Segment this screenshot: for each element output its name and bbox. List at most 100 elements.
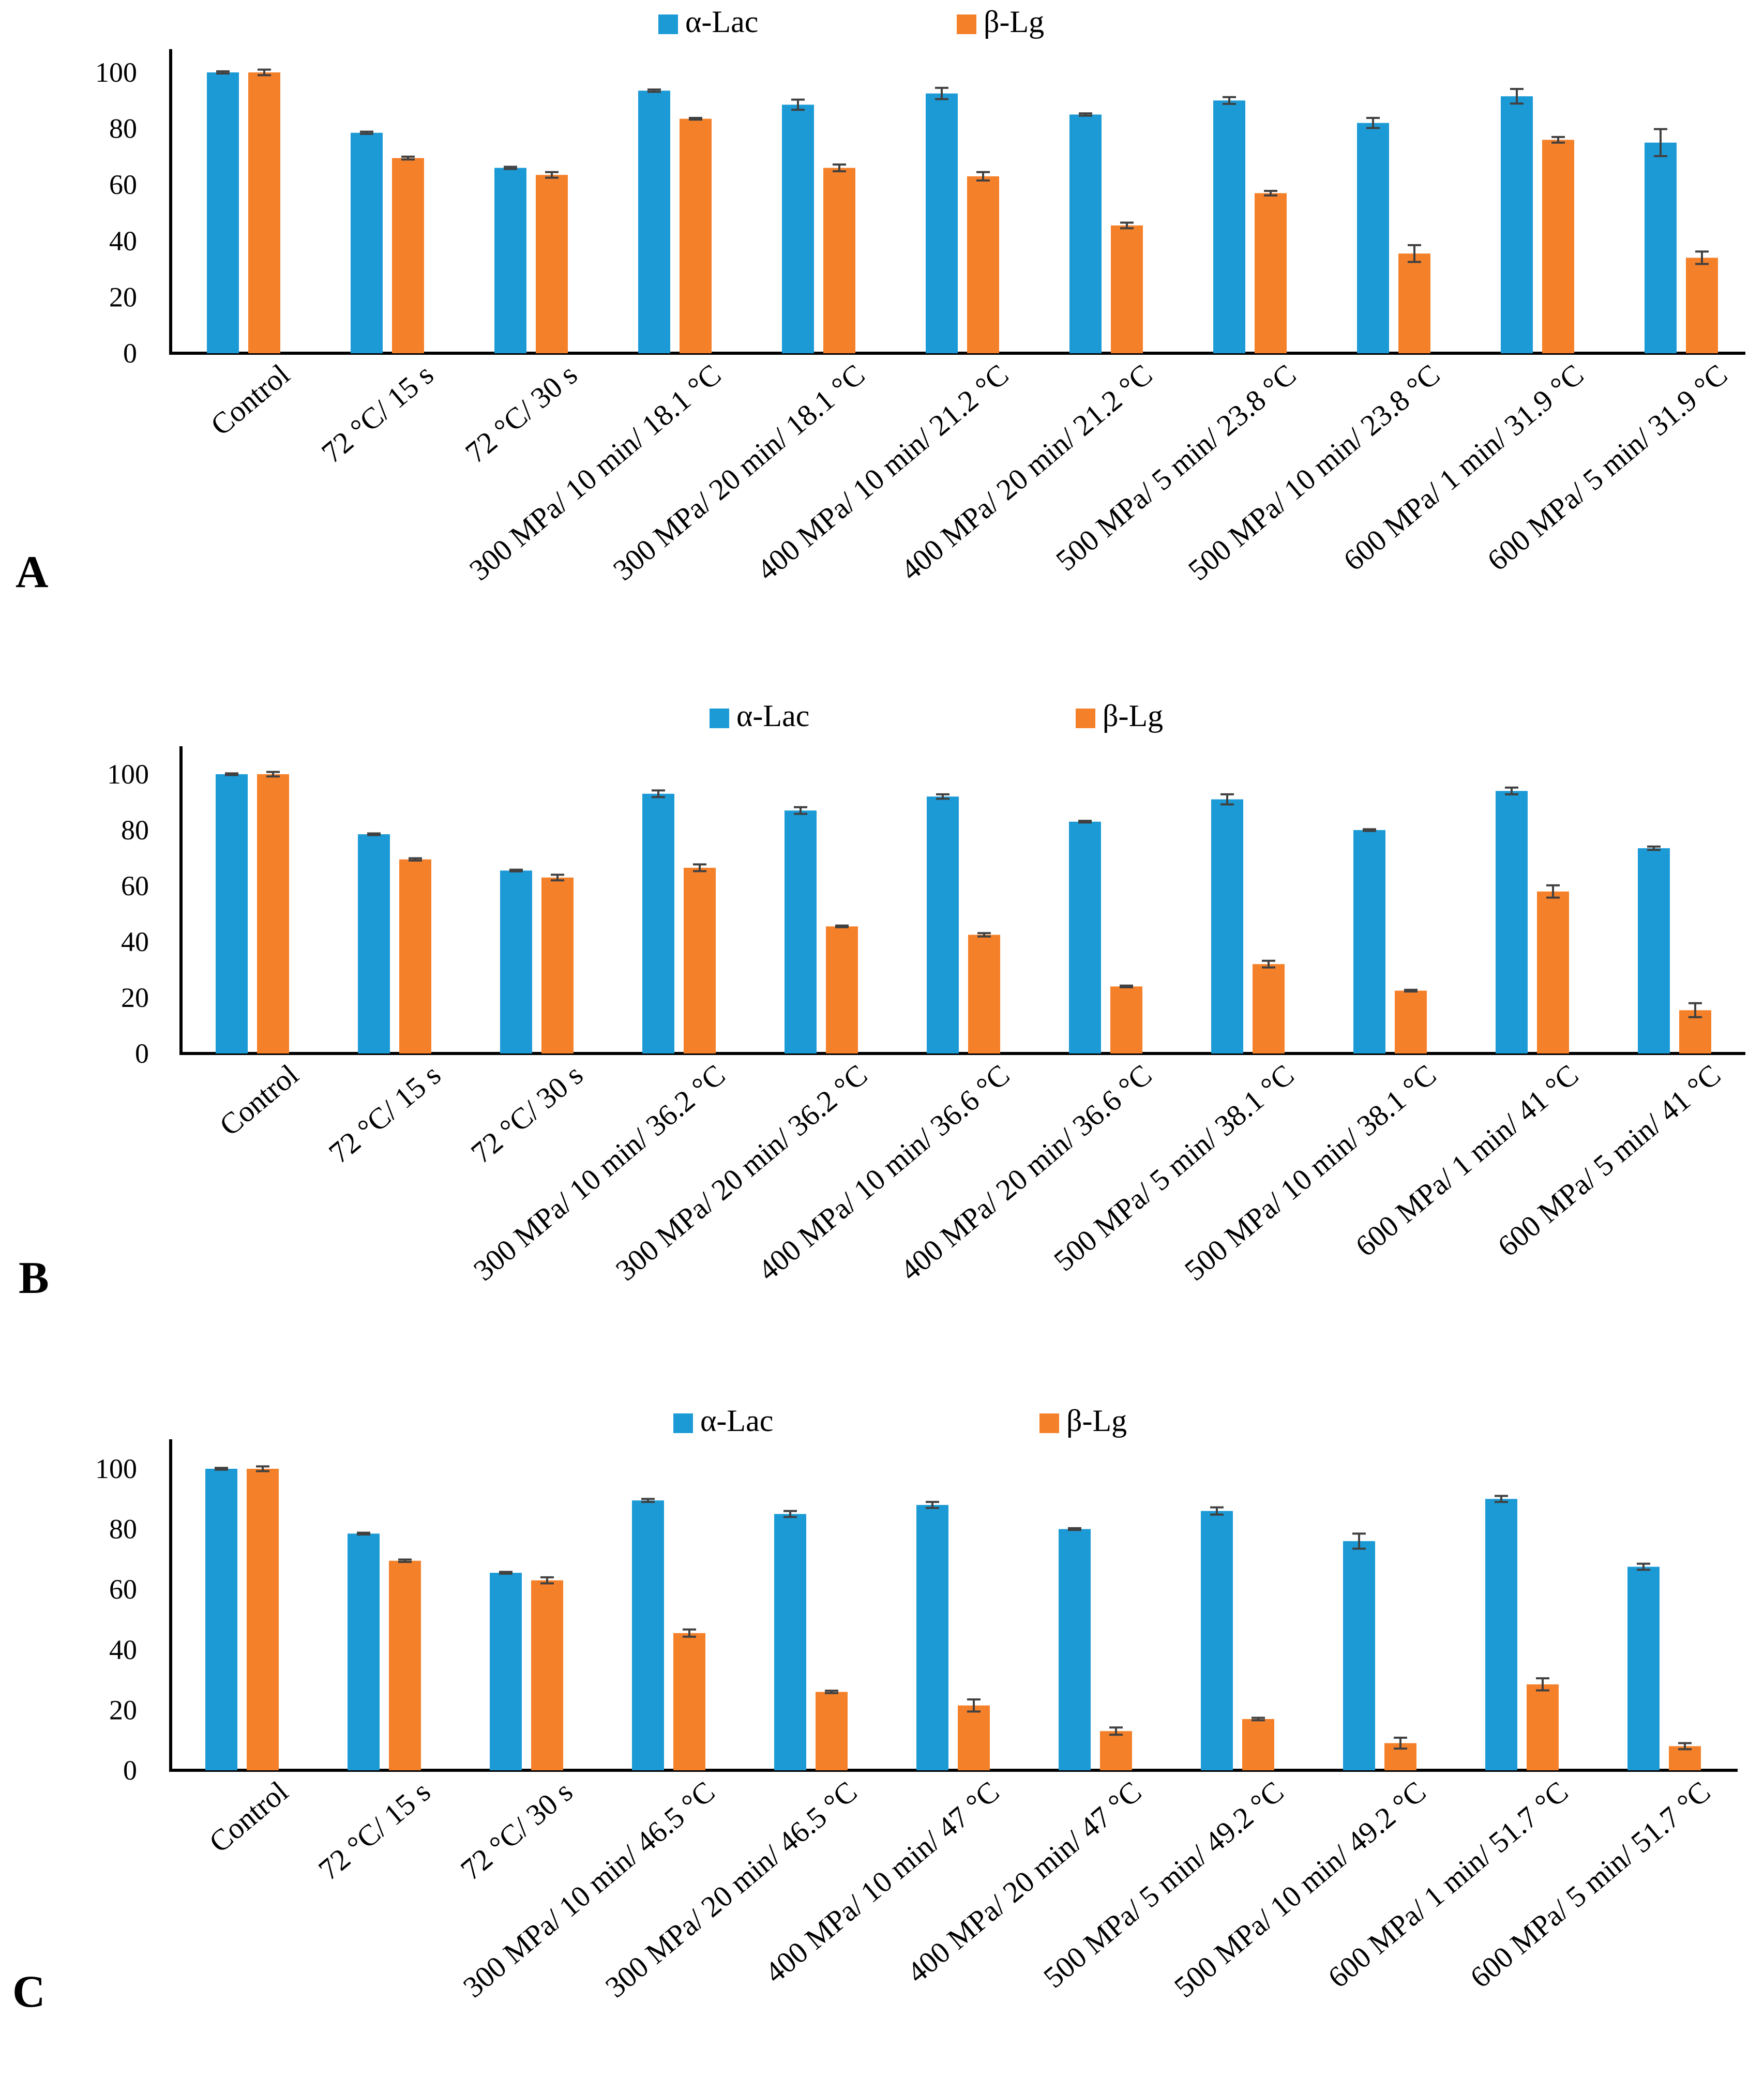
y-tick-label: 20 [121, 982, 149, 1013]
y-tick-label: 0 [123, 1755, 137, 1786]
beta-lg-bar [1111, 225, 1143, 353]
beta-lg-bar [1253, 964, 1285, 1053]
chart-panel-b: 0 20 40 60 80 100 Control 72 °C/ 15 s 72 °C/ 30 … [19, 699, 1745, 1303]
alpha-lac-bar [638, 91, 670, 354]
x-category-label: 600 MPa/ 1 min/ 51.7 °C [1321, 1774, 1574, 1994]
y-tick-label: 60 [109, 1574, 137, 1605]
alpha-lac-bar [1343, 1541, 1375, 1770]
y-tick-label: 100 [95, 1453, 137, 1484]
beta-lg-bar [257, 774, 289, 1053]
x-category-label: 400 MPa/ 20 min/ 21.2 °C [894, 357, 1158, 587]
alpha-lac-bar [1501, 96, 1533, 353]
alpha-lac-bar [207, 72, 239, 353]
x-category-label: 600 MPa/ 1 min/ 31.9 °C [1337, 357, 1590, 577]
beta-lg-bar [1242, 1719, 1274, 1770]
alpha-lac-bar [927, 796, 959, 1053]
beta-lg-bar [1686, 258, 1718, 353]
beta-lg-bar [392, 158, 424, 353]
legend-swatch-beta-lg [1076, 709, 1095, 728]
x-category-label: 600 MPa/ 5 min/ 31.9 °C [1481, 357, 1733, 577]
legend-label-alpha-lac: α-Lac [700, 1404, 773, 1438]
y-tick-label: 80 [109, 113, 137, 144]
alpha-lac-bar [632, 1500, 664, 1770]
panel-label: C [12, 1967, 46, 2017]
x-category-label: 72 °C/ 30 s [464, 1058, 589, 1170]
beta-lg-bar [1395, 990, 1427, 1053]
x-category-label: 72 °C/ 15 s [312, 1774, 436, 1887]
alpha-lac-bar [916, 1504, 948, 1770]
x-category-label: 500 MPa/ 5 min/ 38.1 °C [1047, 1058, 1300, 1277]
x-category-label: 300 MPa/ 10 min/ 36.2 °C [467, 1058, 731, 1287]
chart-panel-c: 0 20 40 60 80 100 Control 72 °C/ 15 s 72 °C/ 30 … [12, 1404, 1738, 2017]
alpha-lac-bar [1638, 848, 1670, 1053]
y-tick-label: 60 [121, 870, 149, 901]
alpha-lac-bar [358, 834, 390, 1053]
beta-lg-bar [684, 867, 716, 1053]
beta-lg-bar [1542, 140, 1574, 353]
legend-swatch-alpha-lac [710, 709, 729, 728]
legend-label-beta-lg: β-Lg [984, 5, 1044, 39]
alpha-lac-bar [774, 1514, 806, 1770]
alpha-lac-bar [1357, 123, 1389, 354]
x-category-label: 72 °C/ 15 s [322, 1058, 447, 1170]
alpha-lac-bar [926, 93, 958, 353]
alpha-lac-bar [785, 810, 817, 1053]
y-tick-label: 20 [109, 1694, 137, 1725]
y-tick-label: 0 [135, 1038, 149, 1069]
beta-lg-bar [823, 168, 855, 353]
beta-lg-bar [680, 118, 712, 353]
beta-lg-bar [531, 1580, 563, 1770]
legend-swatch-beta-lg [1039, 1413, 1059, 1433]
alpha-lac-bar [351, 132, 383, 353]
alpha-lac-bar [1485, 1499, 1517, 1770]
alpha-lac-bar [1213, 100, 1245, 354]
legend-label-beta-lg: β-Lg [1066, 1404, 1127, 1438]
alpha-lac-bar [1059, 1529, 1091, 1770]
beta-lg-bar [536, 175, 568, 353]
x-category-label: 500 MPa/ 10 min/ 38.1 °C [1178, 1058, 1442, 1287]
y-tick-label: 80 [109, 1514, 137, 1545]
beta-lg-bar [1110, 986, 1142, 1053]
legend-label-beta-lg: β-Lg [1103, 699, 1163, 733]
alpha-lac-bar [500, 870, 532, 1053]
y-tick-label: 100 [95, 57, 137, 88]
beta-lg-bar [1537, 891, 1569, 1053]
alpha-lac-bar [1496, 791, 1528, 1053]
x-category-label: 600 MPa/ 5 min/ 51.7 °C [1464, 1774, 1716, 1994]
alpha-lac-bar [205, 1469, 237, 1770]
beta-lg-bar [541, 877, 574, 1053]
beta-lg-bar [826, 926, 858, 1053]
x-category-label: 400 MPa/ 20 min/ 47 °C [900, 1774, 1148, 1990]
y-tick-label: 60 [109, 169, 137, 200]
x-category-label: 72 °C/ 30 s [459, 357, 583, 470]
legend-label-alpha-lac: α-Lac [685, 5, 758, 39]
beta-lg-bar [389, 1560, 421, 1770]
x-category-label: 400 MPa/ 10 min/ 21.2 °C [750, 357, 1015, 587]
y-tick-label: 40 [109, 225, 137, 257]
beta-lg-bar [967, 176, 999, 353]
chart-panel-a: 0 20 40 60 80 100 Control 72 °C/ 15 s 72 °C/ 30 … [16, 5, 1745, 597]
x-category-label: 72 °C/ 30 s [454, 1774, 579, 1887]
alpha-lac-bar [1645, 142, 1677, 353]
alpha-lac-bar [1353, 830, 1385, 1053]
beta-lg-bar [399, 859, 431, 1053]
y-tick-label: 40 [121, 926, 149, 957]
alpha-lac-bar [348, 1533, 380, 1770]
x-category-label: 400 MPa/ 20 min/ 36.6 °C [894, 1058, 1158, 1287]
alpha-lac-bar [1201, 1511, 1233, 1770]
alpha-lac-bar [216, 774, 248, 1053]
legend-swatch-beta-lg [957, 14, 976, 34]
x-category-label: 72 °C/ 15 s [315, 357, 440, 470]
x-category-label: 400 MPa/ 10 min/ 47 °C [758, 1774, 1005, 1990]
beta-lg-bar [1255, 193, 1287, 353]
panel-label: B [19, 1253, 49, 1303]
beta-lg-bar [968, 935, 1000, 1053]
x-category-label: 300 MPa/ 20 min/ 18.1 °C [607, 357, 871, 587]
beta-lg-bar [673, 1633, 705, 1770]
beta-lg-bar [958, 1705, 990, 1770]
x-category-label: 500 MPa/ 5 min/ 23.8 °C [1049, 357, 1302, 577]
y-tick-label: 20 [109, 281, 137, 312]
y-tick-label: 40 [109, 1634, 137, 1665]
x-category-label: 500 MPa/ 5 min/ 49.2 °C [1037, 1774, 1290, 1994]
